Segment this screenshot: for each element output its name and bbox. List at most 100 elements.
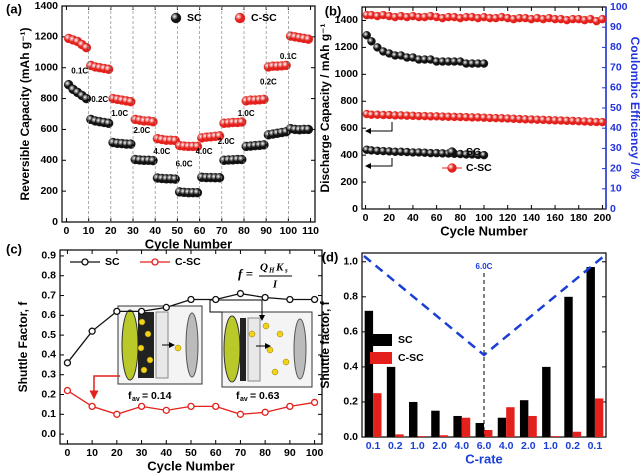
formula-denominator: I — [272, 279, 278, 291]
bar — [572, 431, 582, 437]
y-tick-label: 200 — [340, 176, 358, 188]
rate-label: 1.0C — [111, 109, 128, 118]
bar — [564, 296, 573, 437]
data-point — [88, 327, 96, 335]
x-tick-label: 60 — [194, 225, 206, 237]
y-tick-label: 0.0 — [41, 428, 56, 440]
legend-marker — [151, 258, 159, 266]
formula-term: s — [284, 267, 288, 275]
y-tick-label: 0.3 — [41, 368, 56, 380]
x-tick-label: 90 — [260, 225, 272, 237]
y-tick-label: 1000 — [335, 68, 359, 80]
bar — [550, 436, 559, 437]
y2-tick-label: 30 — [610, 142, 622, 154]
inset-left — [117, 305, 203, 385]
y-tick-label: 400 — [340, 149, 358, 161]
legend-swatch — [370, 334, 392, 346]
data-point — [261, 293, 269, 302]
bar — [364, 310, 374, 437]
legend-label: C-SC — [466, 162, 492, 174]
y-axis-label: Shuttle factor, f — [318, 300, 332, 388]
x-tick-label: 4.0 — [455, 440, 470, 452]
formula-term: K — [275, 262, 284, 274]
legend-marker — [81, 258, 89, 266]
bar — [542, 366, 551, 437]
y-tick-label: 0.4 — [41, 349, 56, 361]
y2-tick-label: 50 — [610, 102, 622, 114]
data-point — [310, 398, 319, 407]
y-axis-label: Discharge Capacity / mAh g⁻¹ — [318, 23, 332, 192]
legend-marker — [170, 12, 182, 24]
rate-label: 0.2C — [260, 77, 277, 86]
y-tick-label: 0.2 — [41, 388, 56, 400]
x-tick-label: 160 — [546, 212, 564, 224]
rate-label: 0.1C — [71, 67, 88, 76]
rate-label: 4.0C — [196, 147, 213, 156]
y-tick-label: 0.9 — [41, 250, 56, 262]
data-point — [88, 402, 96, 411]
y-tick-label: 1200 — [335, 41, 359, 53]
bar — [461, 417, 471, 437]
data-point — [310, 295, 319, 304]
x-tick-label: 20 — [383, 212, 395, 224]
data-point — [373, 43, 382, 52]
x-tick-label: 0 — [64, 447, 70, 459]
x-tick-label: 100 — [280, 225, 298, 237]
bar — [475, 422, 484, 437]
bar — [373, 393, 382, 437]
x-tick-label: 40 — [407, 212, 419, 224]
fav-main: f — [236, 390, 240, 402]
x-tick-label: 30 — [136, 447, 148, 459]
fav-main: f — [128, 390, 132, 402]
rate-label: 4.0C — [153, 147, 170, 156]
bar — [519, 400, 529, 437]
panel-label: (b) — [325, 3, 342, 18]
data-point — [170, 174, 180, 184]
x-tick-label: 70 — [216, 225, 228, 237]
data-point — [236, 410, 245, 418]
data-point — [479, 59, 489, 68]
y2-tick-label: 80 — [610, 41, 622, 53]
data-point — [303, 124, 314, 135]
data-point — [261, 408, 269, 416]
bar — [484, 429, 493, 437]
y-tick-label: 0.4 — [343, 361, 358, 373]
data-point — [237, 154, 247, 165]
legend-swatch — [370, 352, 392, 364]
x-tick-label: 110 — [302, 225, 319, 237]
data-point — [113, 307, 121, 316]
y-tick-label: 600 — [40, 123, 58, 135]
data-point — [63, 359, 72, 367]
legend-marker — [447, 147, 457, 157]
data-point — [187, 402, 195, 411]
bar — [439, 435, 449, 437]
bar — [497, 417, 507, 437]
x-tick-label: 0.1 — [588, 440, 603, 452]
x-axis-label: C-rate — [465, 451, 503, 466]
data-point — [137, 307, 146, 316]
y-tick-label: 1000 — [35, 61, 59, 73]
y-tick-label: 0.6 — [343, 326, 358, 338]
data-point — [81, 93, 92, 104]
legend-label: C-SC — [398, 352, 424, 364]
x-tick-label: 120 — [499, 212, 517, 224]
x-tick-label: 80 — [454, 212, 466, 224]
bar — [528, 415, 537, 437]
x-tick-label: 50 — [185, 447, 197, 459]
axis-arrows — [365, 122, 393, 169]
bar — [586, 267, 595, 437]
x-tick-label: 2.0 — [432, 440, 447, 452]
data-point — [137, 402, 146, 411]
data-point — [259, 94, 269, 105]
y-tick-label: 200 — [40, 185, 58, 197]
legend-label: C-SC — [251, 12, 277, 24]
y2-tick-label: 40 — [610, 122, 622, 134]
formula-lhs: f = — [238, 266, 253, 281]
y-tick-label: 800 — [40, 92, 58, 104]
data-point — [598, 14, 607, 24]
panel-label: (a) — [6, 1, 22, 16]
data-point — [598, 117, 607, 127]
x-tick-label: 20 — [111, 447, 123, 459]
y-axis-label: Shuttle Factor, f — [16, 301, 30, 393]
rate-label: 1.0C — [238, 109, 255, 118]
